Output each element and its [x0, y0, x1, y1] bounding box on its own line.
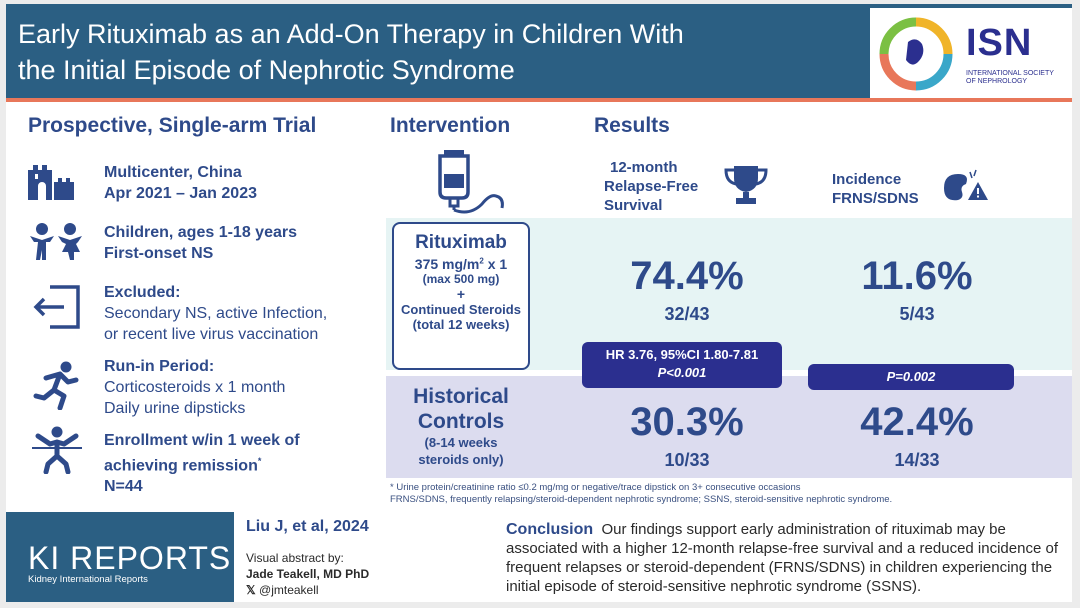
- rituximab-incidence-fraction: 5/43: [899, 304, 935, 324]
- rituximab-box: Rituximab 375 mg/m2 x 1 (max 500 mg) + C…: [392, 222, 530, 370]
- historical-controls-label: Historical Controls (8-14 weeks steroids…: [390, 384, 532, 468]
- controls-incidence-fraction: 14/33: [894, 450, 940, 470]
- accent-stripe: [6, 98, 1072, 102]
- page-title: Early Rituximab as an Add-On Therapy in …: [18, 16, 858, 88]
- incidence-p-value: P=0.002: [886, 369, 936, 384]
- isn-logo-subtitle: INTERNATIONAL SOCIETY OF NEPHROLOGY: [966, 70, 1066, 86]
- run-in-line-1: Corticosteroids x 1 month: [104, 379, 286, 396]
- intervention-heading: Intervention: [390, 114, 511, 137]
- rituximab-incidence-value: 11.6%: [861, 254, 973, 298]
- conclusion-label: Conclusion: [506, 521, 594, 538]
- kidney-warning-icon: [944, 169, 988, 201]
- credit-label: Visual abstract by:: [246, 551, 344, 565]
- excluded-line-2: or recent live virus vaccination: [104, 326, 319, 343]
- enrollment-remission: achieving remission: [104, 457, 258, 475]
- dose-rest: x 1: [483, 256, 508, 272]
- rfs-label-line-3: Survival: [604, 197, 663, 214]
- rfs-label-line-1: 12-month: [610, 159, 678, 176]
- design-item-enrollment: Enrollment w/in 1 week of achieving remi…: [104, 430, 300, 497]
- enrollment-n: N=44: [104, 478, 143, 496]
- run-in-label: Run-in Period:: [104, 358, 215, 375]
- historical-controls-band: [386, 376, 1072, 478]
- incidence-label-line-1: Incidence: [832, 171, 902, 188]
- design-item-excluded: Excluded: Secondary NS, active Infection…: [104, 282, 327, 345]
- dose-superscript: 2: [479, 256, 484, 266]
- rituximab-rfs-fraction: 32/43: [664, 304, 710, 324]
- historical-sub-2: steroids only): [418, 452, 504, 467]
- conclusion: Conclusion Our findings support early ad…: [506, 520, 1066, 596]
- footnotes: * Urine protein/creatinine ratio ≤0.2 mg…: [390, 482, 1070, 506]
- enrollment-asterisk: *: [257, 456, 262, 466]
- author-name: Jade Teakell, MD PhD: [246, 567, 370, 581]
- footnote-abbreviations: FRNS/SDNS, frequently relapsing/steroid-…: [390, 494, 893, 505]
- enrollment-line-2: achieving remission*: [104, 451, 300, 476]
- dose-main: 375 mg/m: [414, 256, 480, 272]
- historical-sub-1: (8-14 weeks: [424, 435, 498, 450]
- incidence-p-badge: P=0.002: [808, 364, 1014, 390]
- incidence-column-label: Incidence FRNS/SDNS: [832, 170, 919, 208]
- isn-logo: ISN INTERNATIONAL SOCIETY OF NEPHROLOGY: [870, 8, 1072, 98]
- steroids-text: Continued Steroids: [401, 302, 521, 317]
- excluded-line-1: Secondary NS, active Infection,: [104, 305, 328, 322]
- steroids-duration: (total 12 weeks): [412, 317, 510, 332]
- exit-icon: [33, 285, 80, 329]
- controls-rfs-value: 30.3%: [630, 400, 744, 444]
- rituximab-title: Rituximab: [415, 232, 507, 253]
- design-item-population: Children, ages 1-18 years First-onset NS: [104, 222, 297, 264]
- iv-bag-icon: [438, 150, 504, 214]
- citation: Liu J, et al, 2024: [246, 518, 369, 535]
- x-logo-icon: 𝕏: [246, 583, 260, 597]
- design-heading: Prospective, Single-arm Trial: [28, 114, 317, 137]
- rituximab-rfs-value: 74.4%: [630, 254, 744, 298]
- children-icon: [30, 223, 82, 260]
- journal-subtitle: Kidney International Reports: [28, 574, 148, 585]
- author-handle: @jmteakell: [259, 583, 319, 597]
- author-handle-row: 𝕏 @jmteakell: [246, 582, 369, 598]
- isn-sub-line-1: INTERNATIONAL SOCIETY: [966, 70, 1054, 77]
- plus-sign: +: [456, 286, 466, 302]
- runner-icon: [33, 361, 79, 410]
- onset-text: First-onset NS: [104, 245, 214, 262]
- age-text: Children, ages 1-18 years: [104, 224, 297, 241]
- conclusion-text: Our findings support early administratio…: [506, 521, 1058, 595]
- finish-line-icon: [32, 426, 82, 474]
- rfs-label-line-2: Relapse-Free: [604, 178, 699, 195]
- journal-logo-block: [6, 512, 234, 602]
- hazard-ratio-text: HR 3.76, 95%CI 1.80-7.81: [605, 347, 759, 362]
- incidence-label-line-2: FRNS/SDNS: [832, 190, 919, 207]
- run-in-line-2: Daily urine dipsticks: [104, 400, 246, 417]
- rituximab-dose: 375 mg/m2 x 1: [394, 256, 528, 272]
- isn-logo-icon: [879, 17, 953, 91]
- title-line-1: Early Rituximab as an Add-On Therapy in …: [18, 19, 684, 49]
- title-line-2: the Initial Episode of Nephrotic Syndrom…: [18, 55, 515, 85]
- trophy-icon: [724, 166, 768, 204]
- journal-logo-text: KI REPORTS: [28, 540, 232, 576]
- historical-line-2: Controls: [417, 410, 505, 433]
- design-item-location: Multicenter, China Apr 2021 – Jan 2023: [104, 162, 257, 204]
- design-item-run-in: Run-in Period: Corticosteroids x 1 month…: [104, 356, 285, 419]
- visual-abstract-card: Early Rituximab as an Add-On Therapy in …: [6, 4, 1072, 602]
- great-wall-icon: [28, 165, 74, 200]
- isn-logo-text: ISN: [966, 22, 1033, 64]
- visual-abstract-credit: Visual abstract by: Jade Teakell, MD PhD…: [246, 550, 369, 598]
- hazard-ratio-badge: HR 3.76, 95%CI 1.80-7.81 P<0.001: [582, 342, 782, 388]
- location-text: Multicenter, China: [104, 164, 242, 181]
- enrollment-line-1: Enrollment w/in 1 week of: [104, 432, 300, 449]
- rfs-p-value: P<0.001: [657, 365, 707, 380]
- dose-max: (max 500 mg): [422, 272, 500, 286]
- footnote-asterisk: * Urine protein/creatinine ratio ≤0.2 mg…: [390, 482, 801, 493]
- isn-sub-line-2: OF NEPHROLOGY: [966, 78, 1028, 85]
- results-heading: Results: [594, 114, 670, 137]
- historical-line-1: Historical: [413, 385, 509, 408]
- controls-incidence-value: 42.4%: [860, 400, 974, 444]
- rfs-column-label: 12-month Relapse-Free Survival: [604, 158, 698, 215]
- controls-rfs-fraction: 10/33: [664, 450, 710, 470]
- date-range-text: Apr 2021 – Jan 2023: [104, 185, 257, 202]
- excluded-label: Excluded:: [104, 284, 181, 301]
